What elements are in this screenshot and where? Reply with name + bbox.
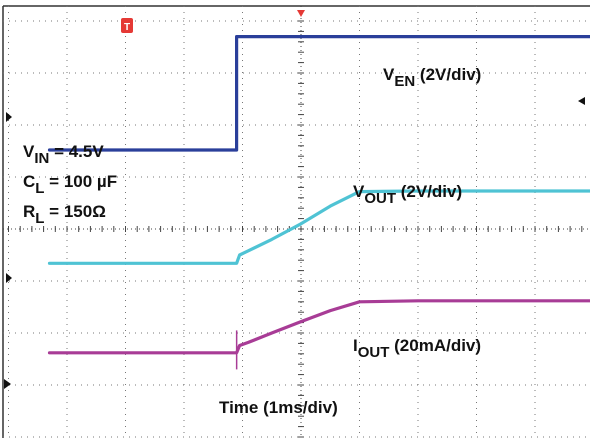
label-rl: RL = 150Ω xyxy=(23,202,106,227)
ch2-ground-marker xyxy=(6,273,12,283)
ch3-ground-marker xyxy=(4,379,11,389)
plot-grid xyxy=(2,5,590,438)
x-axis-label: Time (1ms/div) xyxy=(219,398,338,417)
traces xyxy=(47,34,590,370)
trigger-position-marker xyxy=(297,10,305,17)
label-iout: IOUT (20mA/div) xyxy=(353,336,481,361)
label-vout: VOUT (2V/div) xyxy=(353,182,462,207)
trigger-marker: T xyxy=(121,18,133,33)
label-cl: CL = 100 µF xyxy=(23,172,117,197)
label-ven: VEN (2V/div) xyxy=(383,65,481,90)
trigger-level-arrow xyxy=(578,97,585,105)
center-axes xyxy=(3,6,590,438)
ch1-ground-marker xyxy=(6,112,12,122)
trigger-marker-label: T xyxy=(124,22,130,33)
trace-labels: VEN (2V/div) VOUT (2V/div) IOUT (20mA/di… xyxy=(23,65,481,417)
trace-vout xyxy=(47,189,590,265)
trigger-marker-box xyxy=(121,18,133,33)
trace-iout xyxy=(47,299,590,355)
trace-ven xyxy=(47,34,590,152)
label-vin: VIN = 4.5V xyxy=(23,142,104,167)
